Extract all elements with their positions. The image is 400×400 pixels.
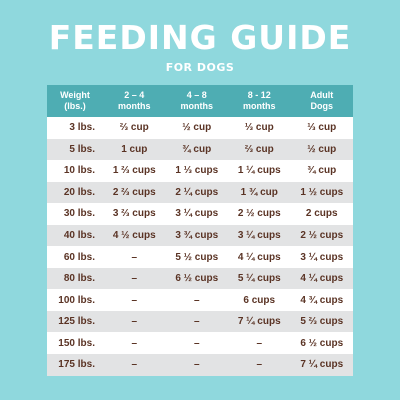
portion-cell: –	[256, 337, 263, 349]
table-row: 150 lbs. – – – 6 ½ cups	[47, 332, 353, 355]
portion-cell: 4 ¼ cups	[237, 251, 281, 263]
portion-cell: 3 ¼ cups	[237, 230, 281, 241]
portion-cell: ¾ cup	[307, 165, 337, 177]
table-row: 175 lbs. – – – 7 ¼ cups	[47, 354, 353, 376]
portion-cell: 4 ¾ cups	[300, 294, 344, 306]
table-row: 10 lbs. 1 ⅔ cups 1 ⅓ cups 1 ¼ cups ¾ cup	[47, 160, 353, 182]
portion-cell: 7 ¼ cups	[300, 359, 344, 371]
page-title: FEEDING GUIDE	[48, 18, 352, 57]
portion-cell: –	[193, 337, 200, 349]
portion-cell: 1 ¾ cup	[240, 186, 278, 198]
portion-cell: 2 ½ cups	[237, 208, 281, 220]
column-header-line: Adult	[310, 90, 334, 100]
column-header-2-4-months: 2 – 4 months	[103, 90, 166, 112]
portion-cell: ¾ cup	[182, 143, 212, 155]
portion-cell: –	[193, 359, 200, 371]
portion-cell: 3 ⅔ cups	[112, 208, 156, 220]
weight-cell: 125 lbs.	[58, 316, 95, 328]
weight-cell: 20 lbs.	[63, 186, 95, 198]
weight-cell: 5 lbs.	[69, 143, 95, 155]
table-row: 5 lbs. 1 cup ¾ cup ⅔ cup ½ cup	[47, 138, 353, 161]
portion-cell: 1 ⅔ cups	[112, 165, 156, 177]
portion-cell: 1 ½ cups	[300, 186, 344, 198]
weight-cell: 100 lbs.	[58, 294, 95, 306]
portion-cell: ⅓ cup	[307, 122, 337, 134]
table-row: 100 lbs. – – 6 cups 4 ¾ cups	[47, 289, 353, 311]
feeding-table: Weight (lbs.) 2 – 4 months 4 – 8 months …	[47, 85, 353, 376]
portion-cell: ⅓ cup	[244, 122, 274, 134]
portion-cell: –	[131, 273, 138, 285]
column-header-line: months	[118, 101, 151, 111]
weight-cell: 60 lbs.	[63, 251, 95, 263]
portion-cell: ½ cup	[182, 122, 212, 134]
column-header-line: Dogs	[310, 101, 334, 111]
table-row: 40 lbs. 4 ½ cups 3 ¾ cups 3 ¼ cups 2 ½ cups	[47, 224, 353, 247]
weight-cell: 40 lbs.	[63, 230, 95, 241]
portion-cell: 3 ¼ cups	[175, 208, 219, 220]
portion-cell: –	[131, 316, 138, 328]
portion-cell: –	[131, 337, 138, 349]
portion-cell: ⅔ cup	[244, 143, 274, 155]
portion-cell: 5 ¼ cups	[237, 273, 281, 285]
portion-cell: ⅔ cup	[119, 122, 149, 134]
column-header-4-8-months: 4 – 8 months	[166, 90, 229, 112]
weight-cell: 3 lbs.	[69, 122, 95, 134]
table-row: 60 lbs. – 5 ½ cups 4 ¼ cups 3 ¼ cups	[47, 246, 353, 268]
portion-cell: 2 ⅔ cups	[112, 186, 156, 198]
column-header-adult-dogs: Adult Dogs	[291, 90, 354, 112]
page-subtitle: FOR DOGS	[165, 61, 235, 74]
portion-cell: 3 ¾ cups	[175, 230, 219, 241]
portion-cell: –	[131, 294, 138, 306]
portion-cell: ½ cup	[307, 143, 337, 155]
portion-cell: –	[193, 294, 200, 306]
portion-cell: 5 ⅔ cups	[300, 316, 344, 328]
portion-cell: 2 ½ cups	[300, 230, 344, 241]
column-header-weight: Weight (lbs.)	[47, 90, 103, 112]
portion-cell: 7 ¼ cups	[237, 316, 281, 328]
weight-cell: 80 lbs.	[63, 273, 95, 285]
portion-cell: 1 ¼ cups	[237, 165, 281, 177]
column-header-line: 2 – 4	[124, 90, 145, 100]
weight-cell: 175 lbs.	[58, 359, 95, 371]
table-row: 80 lbs. – 6 ½ cups 5 ¼ cups 4 ¼ cups	[47, 267, 353, 290]
portion-cell: –	[193, 316, 200, 328]
portion-cell: 6 ½ cups	[300, 337, 344, 349]
weight-cell: 150 lbs.	[58, 337, 95, 349]
table-row: 125 lbs. – – 7 ¼ cups 5 ⅔ cups	[47, 310, 353, 333]
table-body: 3 lbs. ⅔ cup ½ cup ⅓ cup ⅓ cup 5 lbs. 1 cup ¾ c…	[47, 117, 353, 376]
table-row: 30 lbs. 3 ⅔ cups 3 ¼ cups 2 ½ cups 2 cups	[47, 203, 353, 225]
column-header-line: 4 – 8	[186, 90, 207, 100]
portion-cell: 1 cup	[121, 143, 148, 155]
column-header-line: 8 - 12	[247, 90, 271, 100]
portion-cell: –	[131, 251, 138, 263]
column-header-line: months	[243, 101, 276, 111]
table-header-row: Weight (lbs.) 2 – 4 months 4 – 8 months …	[47, 85, 353, 117]
portion-cell: –	[131, 359, 138, 371]
column-header-line: Weight	[60, 90, 90, 100]
portion-cell: 5 ½ cups	[175, 251, 219, 263]
portion-cell: 2 ¼ cups	[175, 186, 219, 198]
column-header-line: (lbs.)	[64, 101, 86, 111]
portion-cell: 2 cups	[305, 208, 338, 220]
portion-cell: 6 cups	[243, 294, 276, 306]
portion-cell: 4 ¼ cups	[300, 273, 344, 285]
column-header-line: months	[180, 101, 214, 111]
weight-cell: 10 lbs.	[63, 165, 95, 177]
portion-cell: 6 ½ cups	[175, 273, 219, 285]
weight-cell: 30 lbs.	[63, 208, 95, 220]
portion-cell: 3 ¼ cups	[300, 251, 344, 263]
table-row: 20 lbs. 2 ⅔ cups 2 ¼ cups 1 ¾ cup 1 ½ cups	[47, 181, 353, 204]
portion-cell: 1 ⅓ cups	[175, 165, 219, 177]
portion-cell: 4 ½ cups	[112, 230, 156, 241]
portion-cell: –	[256, 359, 263, 371]
table-row: 3 lbs. ⅔ cup ½ cup ⅓ cup ⅓ cup	[47, 117, 353, 139]
column-header-8-12-months: 8 - 12 months	[228, 90, 291, 112]
